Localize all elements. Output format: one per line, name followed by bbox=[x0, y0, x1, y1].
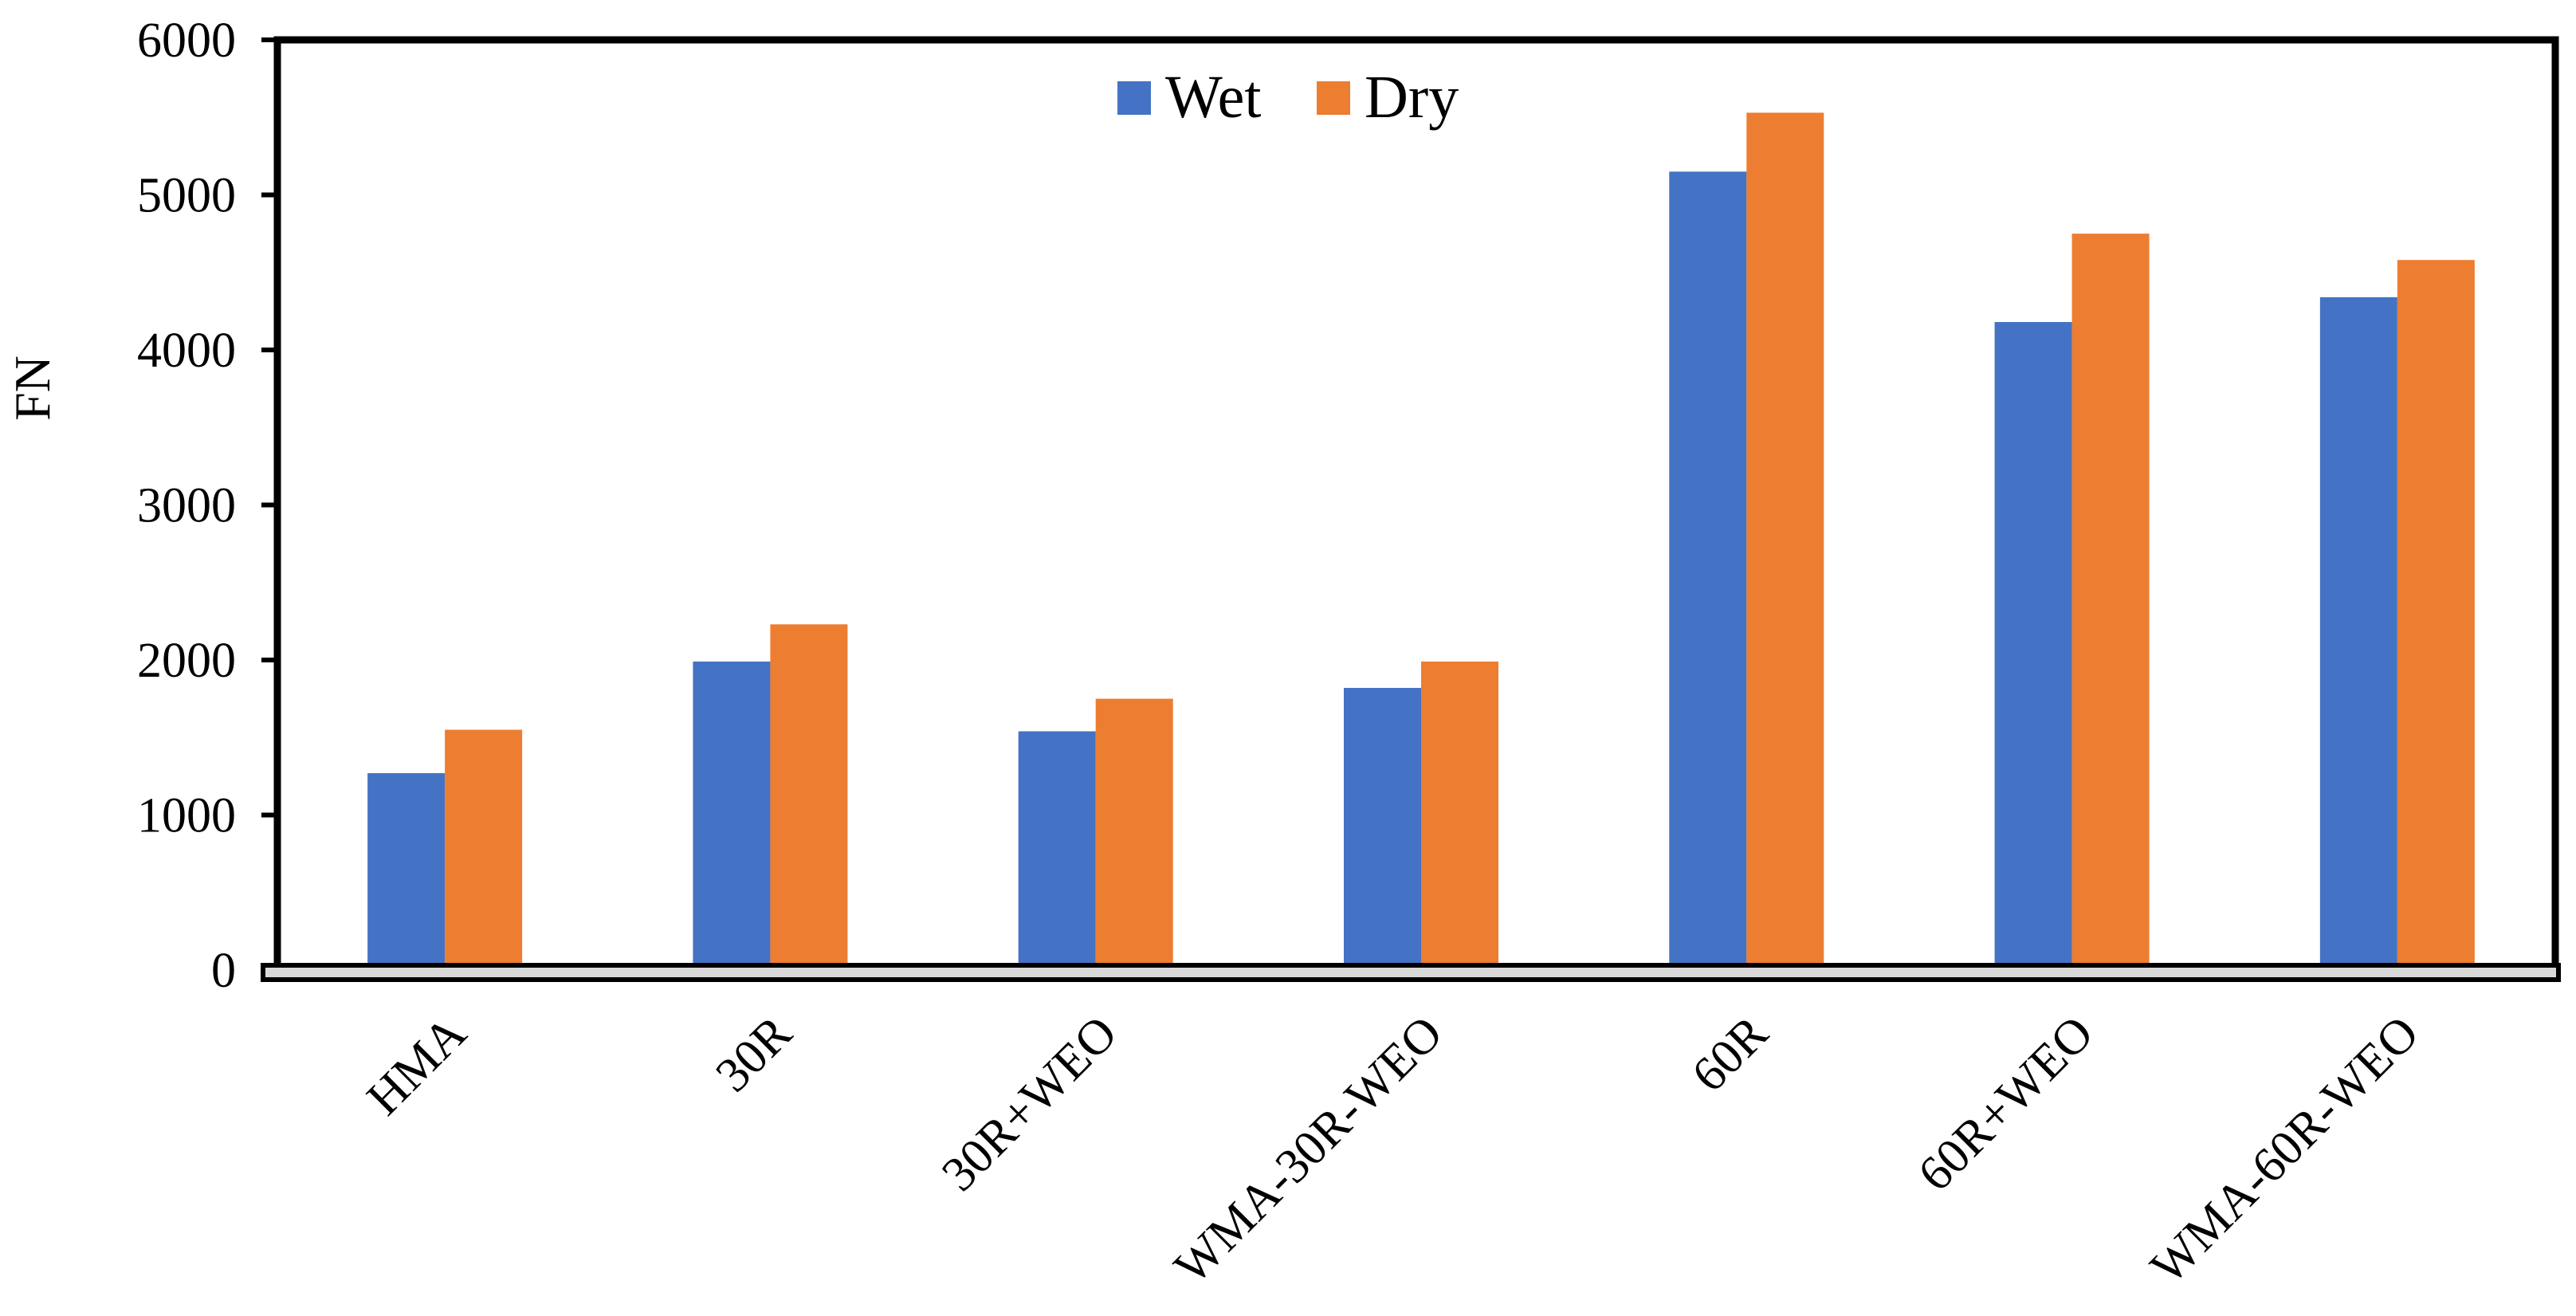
legend: Wet Dry bbox=[1117, 64, 1459, 131]
bar-wet-60r bbox=[1669, 171, 1747, 970]
x-tick-label: WMA-60R-WEO bbox=[2141, 1006, 2429, 1294]
bar-dry-30r bbox=[770, 624, 848, 970]
bar-dry-60r bbox=[1746, 112, 1824, 970]
x-tick-label: 30R bbox=[705, 1005, 803, 1102]
x-tick-label: 60R bbox=[1682, 1005, 1779, 1102]
bar-dry-wma-60r-weo bbox=[2397, 260, 2475, 970]
y-tick-label: 2000 bbox=[137, 634, 236, 688]
x-tick-label: HMA bbox=[357, 1006, 477, 1126]
x-tick-label: 60R+WEO bbox=[1908, 1006, 2104, 1202]
bar-wet-wma-60r-weo bbox=[2319, 297, 2397, 970]
bar-wet-30r bbox=[693, 661, 771, 970]
legend-swatch-wet bbox=[1117, 81, 1151, 115]
bar-wet-30r-weo bbox=[1018, 731, 1096, 970]
x-axis-baseline bbox=[261, 963, 2561, 982]
y-axis-title: FN bbox=[4, 356, 61, 421]
x-axis: HMA 30R 30R+WEO WMA-30R-WEO 60R 60R+WEO WMA-60… bbox=[357, 1005, 2429, 1294]
y-axis: 0 1000 2000 3000 4000 5000 6000 bbox=[137, 14, 277, 998]
legend-swatch-dry bbox=[1317, 81, 1350, 115]
y-tick-label: 1000 bbox=[137, 789, 236, 843]
bar-dry-30r-weo bbox=[1095, 698, 1173, 970]
x-tick-label: 30R+WEO bbox=[932, 1006, 1128, 1202]
y-tick-label: 0 bbox=[211, 944, 236, 998]
bar-wet-60r-weo bbox=[1994, 321, 2072, 970]
bar-wet-wma-30r-weo bbox=[1344, 688, 1421, 970]
y-tick-label: 4000 bbox=[137, 324, 236, 378]
x-tick-label: WMA-30R-WEO bbox=[1164, 1006, 1453, 1294]
legend-label-wet: Wet bbox=[1165, 64, 1262, 131]
bar-dry-wma-30r-weo bbox=[1421, 661, 1498, 970]
bar-dry-hma bbox=[445, 729, 523, 970]
y-tick-label: 5000 bbox=[137, 169, 236, 223]
bar-wet-hma bbox=[367, 772, 446, 970]
bar-dry-60r-weo bbox=[2071, 234, 2150, 970]
y-tick-label: 6000 bbox=[137, 14, 236, 68]
bars-group bbox=[367, 112, 2475, 970]
y-tick-label: 3000 bbox=[137, 479, 236, 533]
legend-label-dry: Dry bbox=[1365, 64, 1459, 131]
